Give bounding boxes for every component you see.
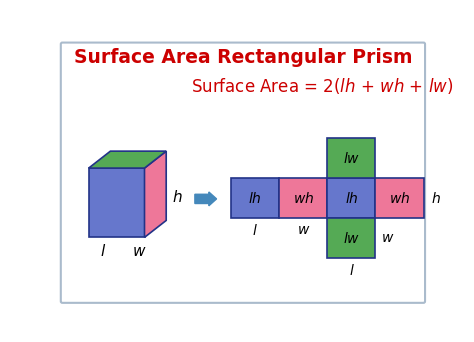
Bar <box>231 178 279 218</box>
Polygon shape <box>89 151 166 168</box>
Text: $\mathit{lw}$: $\mathit{lw}$ <box>343 150 360 166</box>
Bar <box>328 178 375 218</box>
Bar <box>328 138 375 178</box>
Text: $\mathit{l}$: $\mathit{l}$ <box>100 243 106 259</box>
Text: $\mathit{lw}$: $\mathit{lw}$ <box>343 231 360 246</box>
Text: $\mathit{w}$: $\mathit{w}$ <box>381 231 394 245</box>
Text: $\mathit{wh}$: $\mathit{wh}$ <box>389 190 410 206</box>
Text: $\mathit{lh}$: $\mathit{lh}$ <box>345 190 358 206</box>
Polygon shape <box>89 168 145 237</box>
FancyArrow shape <box>195 192 217 206</box>
Bar <box>328 218 375 258</box>
Text: $\mathit{lh}$: $\mathit{lh}$ <box>248 190 262 206</box>
Text: $\mathit{l}$: $\mathit{l}$ <box>348 263 355 278</box>
Text: Surface Area = 2($\mathit{lh}$ + $\mathit{wh}$ + $\mathit{lw}$): Surface Area = 2($\mathit{lh}$ + $\mathi… <box>191 76 454 96</box>
Bar <box>279 178 328 218</box>
FancyBboxPatch shape <box>61 43 425 303</box>
Polygon shape <box>145 151 166 237</box>
Text: $\mathit{h}$: $\mathit{h}$ <box>172 188 182 205</box>
Text: Surface Area Rectangular Prism: Surface Area Rectangular Prism <box>73 49 412 67</box>
Text: $\mathit{l}$: $\mathit{l}$ <box>253 223 258 238</box>
Text: $\mathit{h}$: $\mathit{h}$ <box>431 190 441 206</box>
Text: $\mathit{wh}$: $\mathit{wh}$ <box>293 190 314 206</box>
Text: $\mathit{w}$: $\mathit{w}$ <box>297 223 310 237</box>
Bar <box>375 178 423 218</box>
Text: $\mathit{w}$: $\mathit{w}$ <box>132 244 146 259</box>
